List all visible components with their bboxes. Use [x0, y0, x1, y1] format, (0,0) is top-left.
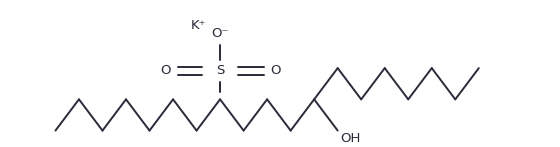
Text: O⁻: O⁻: [211, 27, 229, 40]
Text: O: O: [160, 65, 171, 77]
Text: S: S: [216, 65, 224, 77]
Text: OH: OH: [340, 132, 361, 145]
Text: O: O: [270, 65, 281, 77]
Text: K⁺: K⁺: [190, 19, 206, 32]
